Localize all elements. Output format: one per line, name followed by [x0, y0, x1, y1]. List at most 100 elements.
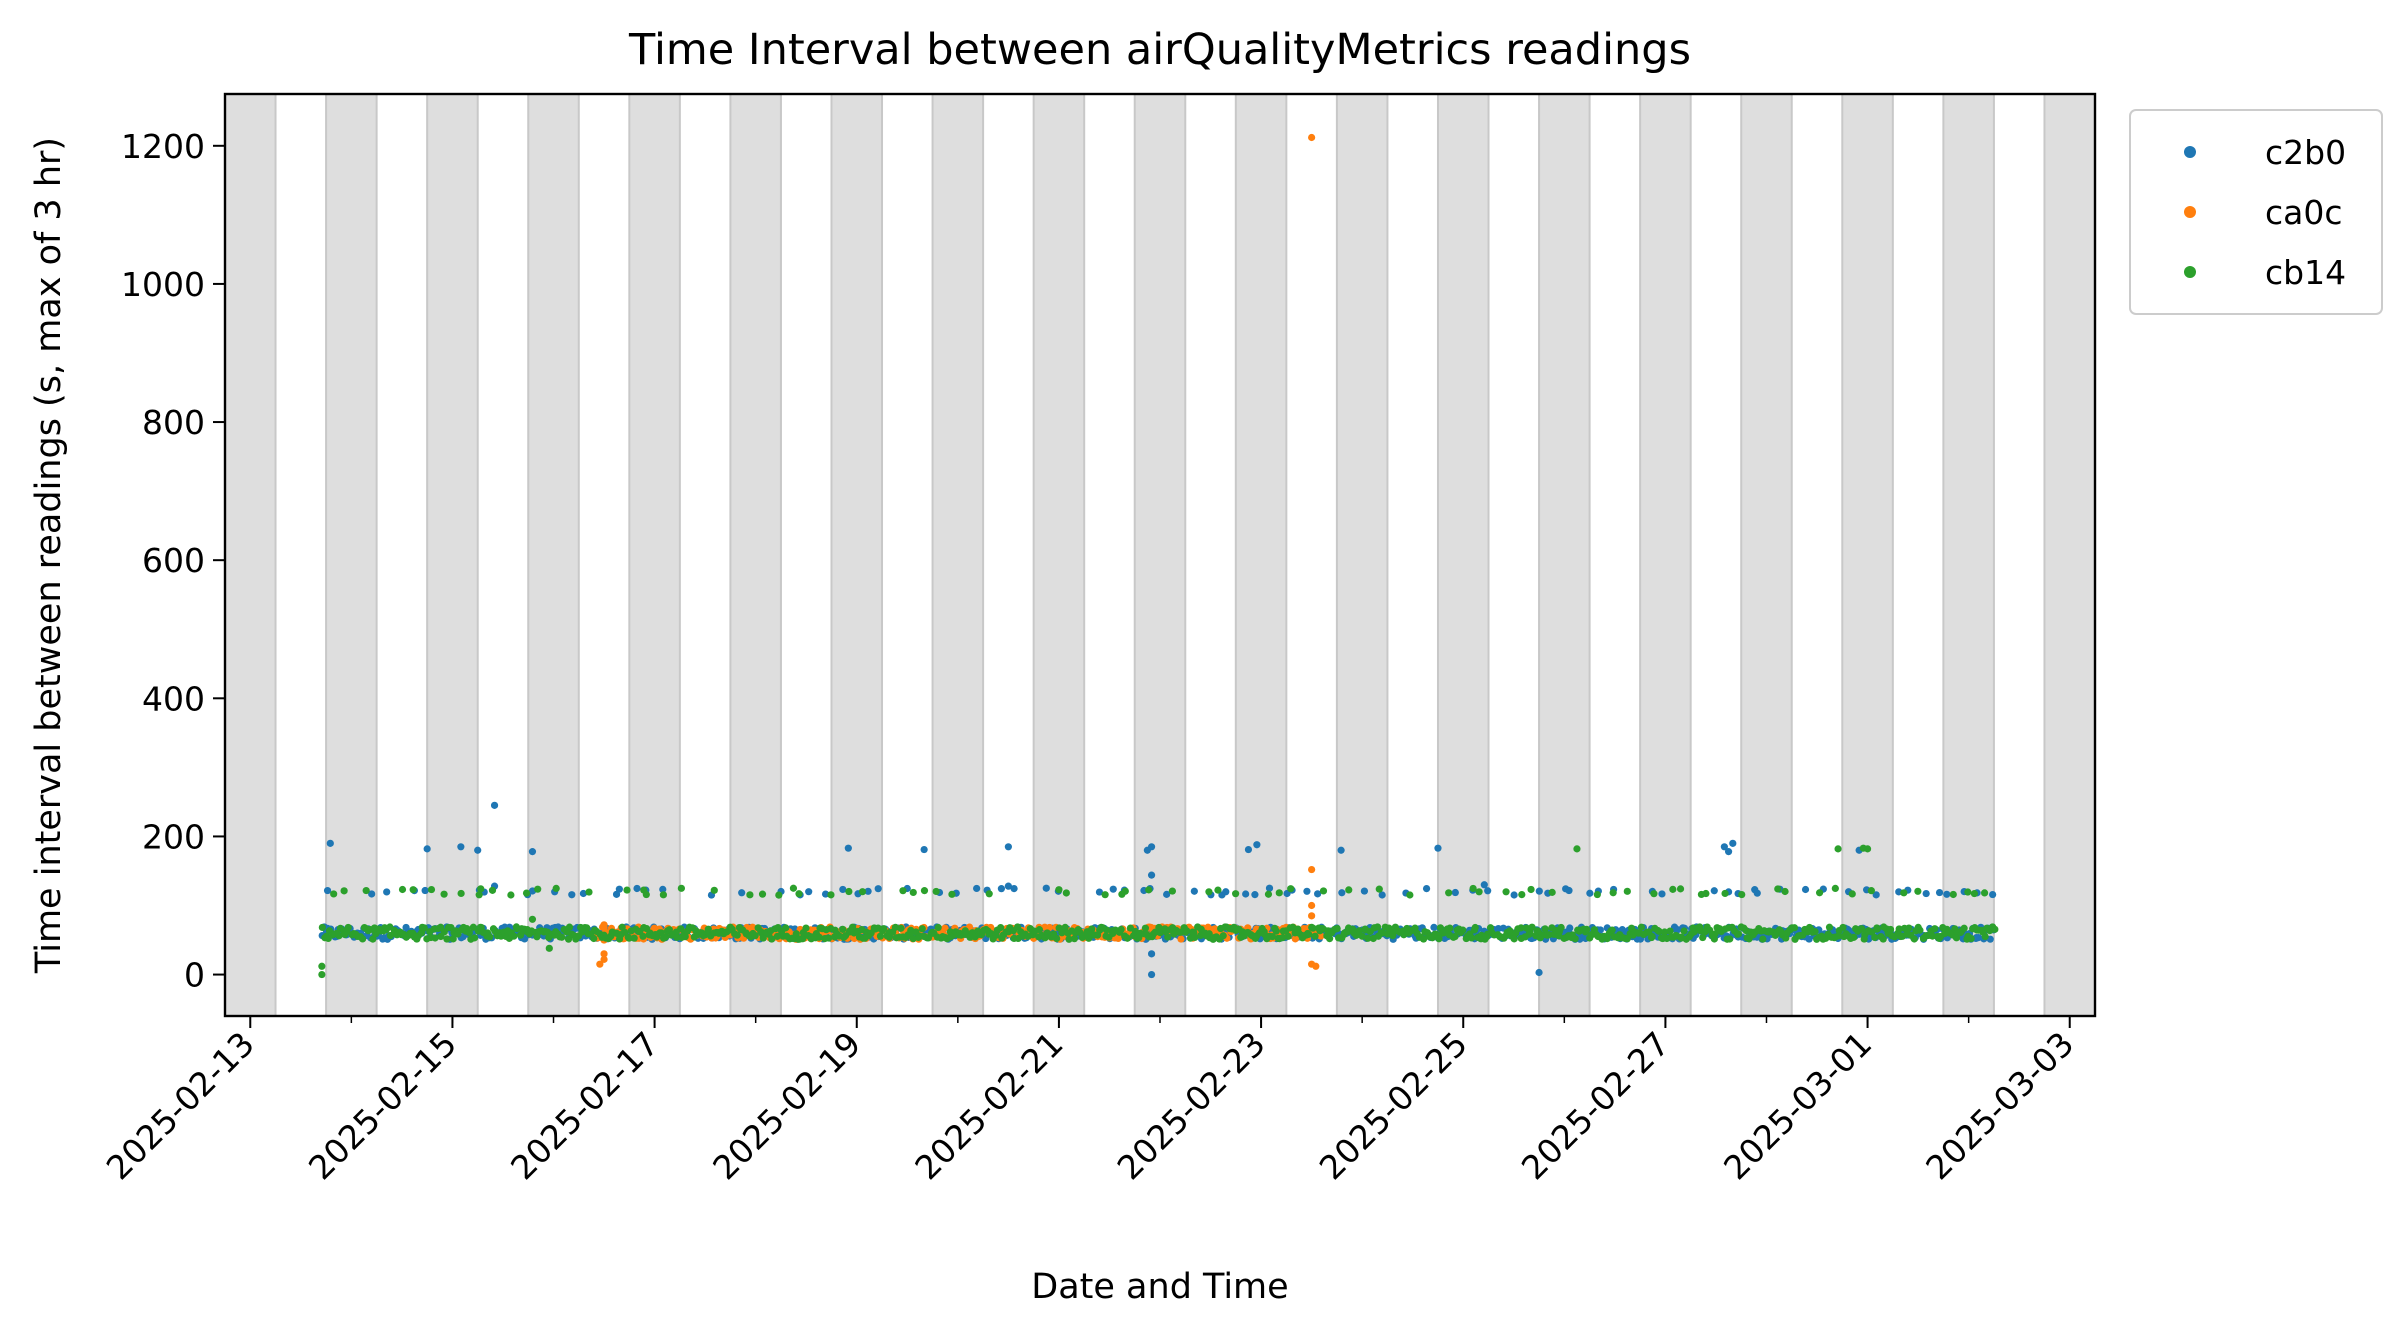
data-point	[534, 885, 542, 893]
data-point	[1308, 133, 1316, 142]
data-point	[1871, 933, 1879, 942]
data-point	[1484, 887, 1492, 895]
data-point	[330, 890, 338, 898]
data-point	[639, 932, 647, 940]
data-point	[1191, 933, 1199, 941]
data-point	[1095, 888, 1104, 896]
data-point	[1967, 934, 1975, 943]
data-point	[1711, 930, 1719, 938]
data-point	[642, 890, 650, 899]
night-band	[729, 93, 782, 1017]
data-point	[1141, 924, 1150, 932]
data-point	[1655, 927, 1663, 935]
data-point	[568, 891, 576, 899]
data-point	[681, 933, 689, 941]
data-point	[323, 886, 332, 895]
data-point	[827, 891, 835, 899]
data-point	[402, 923, 410, 932]
legend-marker	[2184, 146, 2196, 158]
x-axis-title: Date and Time	[1031, 1267, 1288, 1307]
data-point	[552, 884, 560, 893]
data-point	[1729, 839, 1737, 847]
data-point	[1121, 887, 1129, 895]
data-point	[710, 886, 718, 894]
data-point	[1916, 926, 1924, 934]
data-point	[1831, 884, 1839, 893]
data-point	[1510, 935, 1518, 943]
data-point	[369, 935, 377, 943]
data-point	[845, 887, 853, 896]
data-point	[600, 923, 608, 932]
data-point	[1308, 912, 1316, 920]
data-point	[1101, 891, 1109, 899]
night-band	[1234, 93, 1288, 1017]
data-point	[488, 886, 497, 894]
data-point	[1042, 884, 1050, 892]
data-point	[1303, 887, 1311, 895]
data-point	[344, 923, 352, 932]
data-point	[1586, 889, 1594, 897]
data-point	[885, 933, 894, 941]
data-point	[1835, 932, 1843, 940]
data-point	[1117, 925, 1125, 934]
data-point	[1004, 843, 1012, 851]
data-point	[1650, 890, 1658, 898]
data-point	[1214, 886, 1222, 894]
data-point	[1774, 885, 1782, 893]
data-point	[558, 933, 566, 941]
data-point	[386, 931, 395, 940]
legend: c2b0 ca0c cb14	[2129, 109, 2383, 315]
data-point	[768, 935, 776, 943]
data-point	[1974, 933, 1982, 942]
data-point	[1311, 932, 1319, 940]
data-point	[1244, 845, 1253, 854]
data-point	[909, 888, 917, 897]
data-point	[1469, 884, 1477, 893]
data-point	[1510, 891, 1518, 899]
data-point	[1914, 887, 1922, 895]
data-point	[1702, 889, 1710, 898]
data-point	[318, 923, 326, 932]
data-point	[932, 887, 940, 896]
night-band	[1639, 93, 1692, 1017]
night-bands	[224, 93, 2097, 1017]
legend-label: ca0c	[2265, 193, 2343, 232]
data-point	[839, 885, 847, 894]
data-point	[1517, 924, 1525, 932]
data-point	[474, 846, 482, 854]
data-point	[1811, 927, 1819, 936]
data-point	[528, 848, 537, 856]
data-point	[1680, 927, 1688, 935]
data-point	[1055, 886, 1063, 894]
data-point	[1205, 888, 1213, 896]
night-band	[1032, 93, 1086, 1017]
data-point	[1062, 889, 1070, 897]
data-point	[1734, 930, 1743, 938]
data-point	[427, 885, 436, 894]
y-tick-label: 600	[142, 541, 205, 580]
data-point	[1045, 923, 1054, 932]
data-point	[1863, 845, 1872, 853]
data-point	[1480, 881, 1488, 889]
night-band	[1436, 93, 1490, 1017]
data-point	[1467, 934, 1476, 942]
data-point	[596, 960, 604, 968]
data-point	[1960, 924, 1968, 932]
data-point	[486, 933, 494, 941]
night-band	[224, 93, 277, 1017]
night-band	[1538, 93, 1591, 1017]
data-point	[1268, 932, 1277, 941]
night-band	[325, 93, 378, 1017]
data-point	[398, 885, 407, 894]
data-point	[1637, 923, 1646, 931]
data-point	[1738, 890, 1746, 899]
night-band	[1942, 93, 1995, 1017]
data-point	[621, 928, 629, 936]
data-point	[874, 885, 882, 893]
data-point	[1825, 923, 1834, 931]
data-point	[1053, 934, 1061, 943]
chart-title: Time Interval between airQualityMetrics …	[628, 25, 1691, 75]
data-point	[1541, 925, 1549, 933]
data-point	[1922, 889, 1930, 898]
y-tick-label: 0	[184, 956, 205, 995]
